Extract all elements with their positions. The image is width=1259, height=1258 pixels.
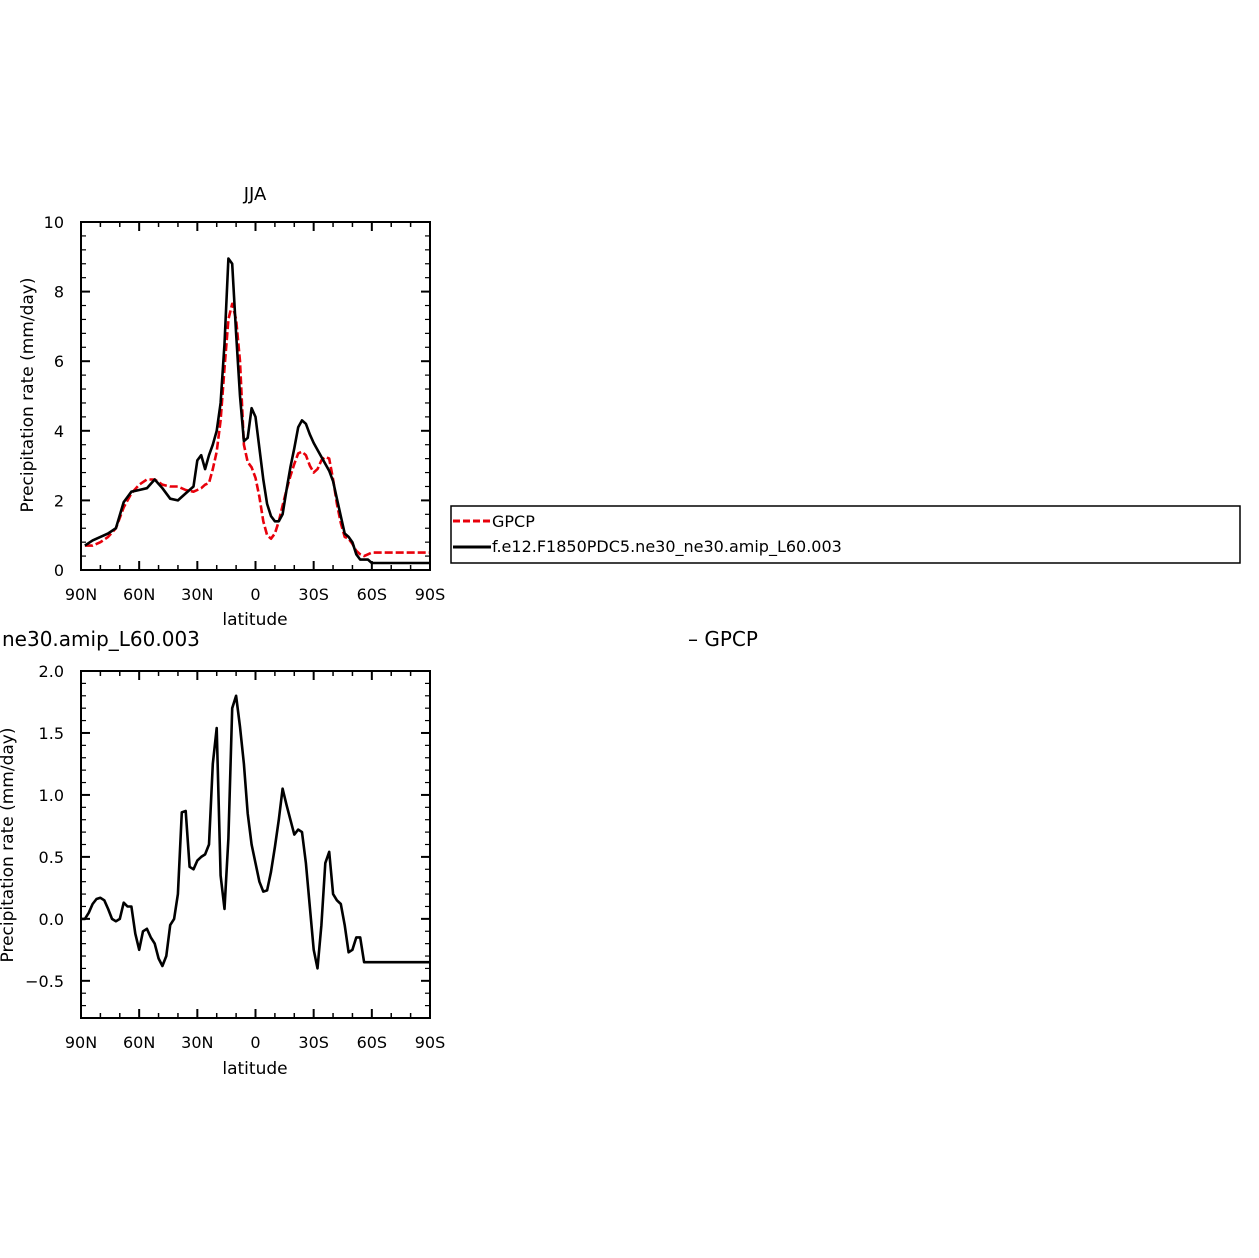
top-legend-box [450, 505, 1241, 564]
top-series-0-line [84, 302, 430, 558]
top-x-axis-label: latitude [222, 610, 287, 630]
bottom-x-tick-label: 30S [298, 1033, 329, 1052]
top-plot-frame [80, 221, 431, 571]
top-x-tick-label: 60N [123, 585, 155, 604]
bottom-y-tick-label: 1.5 [39, 724, 64, 743]
bottom-series-group [81, 694, 430, 970]
top-chart-panel: JJA Precipitation rate (mm/day) latitude… [18, 184, 445, 630]
top-y-tick-label: 6 [54, 352, 64, 371]
bottom-x-tick-label: 90N [65, 1033, 97, 1052]
bottom-plot-frame [80, 670, 431, 1019]
bottom-x-axis-label: latitude [222, 1059, 287, 1079]
top-chart-title: JJA [243, 184, 267, 205]
bottom-clipped-title: ne30.amip_L60.003 [2, 627, 200, 651]
bottom-x-tick-label: 60S [357, 1033, 388, 1052]
top-x-tick-label: 90N [65, 585, 97, 604]
bottom-side-label: – GPCP [688, 627, 758, 651]
top-y-tick-label: 10 [44, 213, 64, 232]
top-y-tick-label: 2 [54, 491, 64, 510]
top-legend: GPCP f.e12.F1850PDC5.ne30_ne30.amip_L60.… [450, 505, 1241, 564]
bottom-y-tick-label: 2.0 [39, 662, 64, 681]
legend-model-label: f.e12.F1850PDC5.ne30_ne30.amip_L60.003 [492, 537, 842, 557]
bottom-chart-panel: ne30.amip_L60.003 – GPCP Precipitation r… [0, 627, 758, 1079]
bottom-x-tick-label: 90S [415, 1033, 446, 1052]
top-series-group [84, 257, 430, 565]
top-y-axis-label-wrapper: Precipitation rate (mm/day) [18, 278, 38, 513]
top-series-1-line [84, 257, 430, 565]
top-x-tick-label: 60S [357, 585, 388, 604]
bottom-series-0-line [81, 694, 430, 970]
bottom-x-tick-label: 60N [123, 1033, 155, 1052]
top-y-tick-label: 0 [54, 561, 64, 580]
top-y-tick-label: 4 [54, 422, 64, 441]
bottom-y-axis-label: Precipitation rate (mm/day) [0, 728, 18, 963]
bottom-ticks-group: 90N 60N 30N 0 30S 60S 90S −0.5 0.0 0.5 1.0 1.5 2.0 [25, 662, 445, 1052]
top-x-tick-label: 30N [181, 585, 213, 604]
bottom-y-tick-label: 0.5 [39, 848, 64, 867]
top-x-tick-label: 30S [298, 585, 329, 604]
top-y-axis-label: Precipitation rate (mm/day) [18, 278, 38, 513]
bottom-y-tick-label: −0.5 [25, 972, 64, 991]
legend-gpcp-label: GPCP [492, 512, 535, 531]
bottom-y-tick-label: 1.0 [39, 786, 64, 805]
bottom-x-tick-label: 0 [250, 1033, 260, 1052]
top-x-tick-label: 90S [415, 585, 446, 604]
bottom-x-tick-label: 30N [181, 1033, 213, 1052]
bottom-y-tick-label: 0.0 [39, 910, 64, 929]
bottom-y-axis-label-wrapper: Precipitation rate (mm/day) [0, 728, 18, 963]
top-x-tick-label: 0 [250, 585, 260, 604]
top-y-tick-label: 8 [54, 283, 64, 302]
top-ticks-group: 90N 60N 30N 0 30S 60S 90S 0 2 4 6 8 10 [44, 213, 446, 604]
